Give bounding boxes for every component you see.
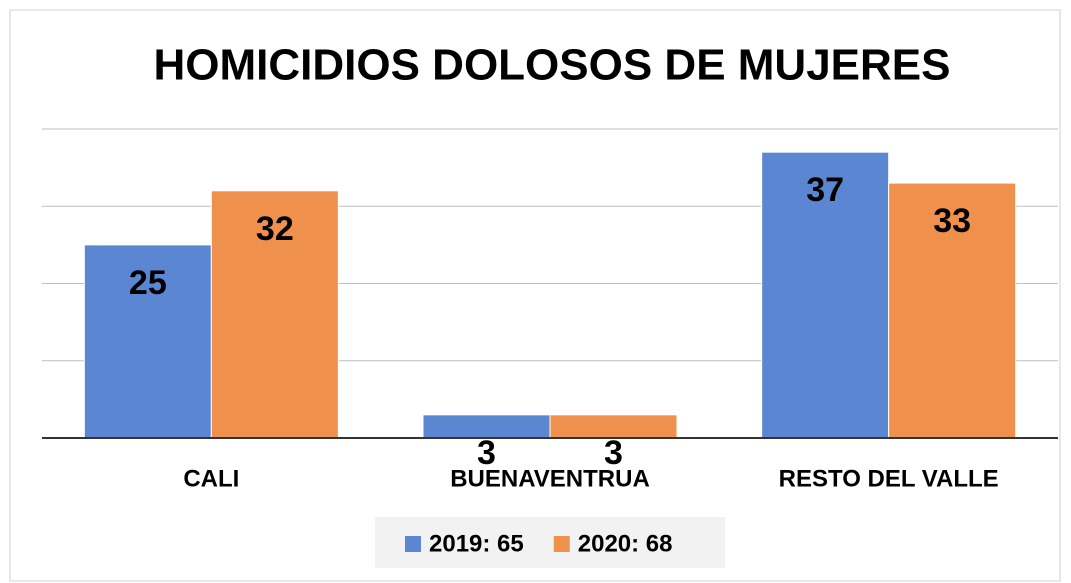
data-label: 25: [129, 264, 167, 302]
data-label: 3: [477, 434, 496, 472]
bar: [83, 244, 212, 439]
x-tick-label: BUENAVENTRUA: [450, 465, 650, 492]
legend-swatch: [553, 536, 570, 552]
legend-label: 2019: 65: [429, 530, 524, 557]
chart-title: HOMICIDIOS DOLOSOS DE MUJERES: [154, 41, 951, 90]
bar: [888, 182, 1017, 439]
data-label: 3: [604, 434, 623, 472]
x-tick-label: CALI: [183, 465, 239, 492]
data-label: 33: [933, 202, 971, 240]
data-label: 32: [256, 210, 294, 248]
legend-box: [375, 517, 725, 568]
legend-label: 2020: 68: [578, 530, 673, 557]
bar: [210, 190, 339, 439]
legend-swatch: [405, 536, 421, 552]
data-label: 37: [806, 171, 844, 209]
x-tick-label: RESTO DEL VALLE: [779, 465, 999, 492]
